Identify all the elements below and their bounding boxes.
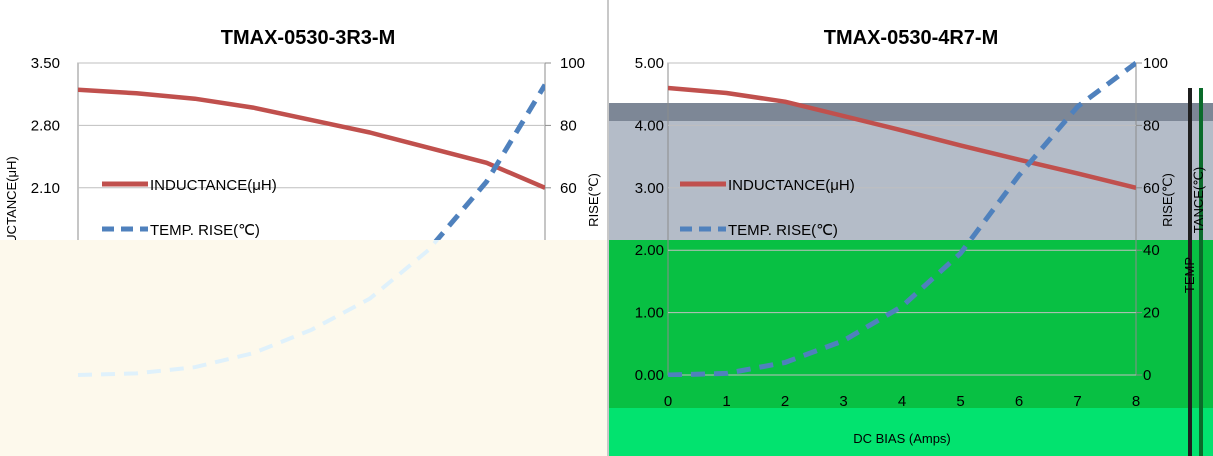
y-tick-label: 2.10 (31, 180, 60, 197)
y2-tick-label: 40 (1143, 242, 1160, 259)
y-tick-label: 2.00 (635, 242, 664, 259)
y2-axis-label: RISE(℃) (586, 173, 601, 227)
chart-panel-right: 5.00 4.00 3.00 2.00 1.00 0.00 100 80 60 40 20 0 0 1 2 3… (609, 0, 1213, 456)
y-tick-label: 4.00 (635, 117, 664, 134)
legend-label-temp: TEMP. RISE(℃) (728, 222, 838, 239)
x-tick-label: 8 (1132, 393, 1140, 410)
plot-area (667, 62, 1137, 376)
y-axis-label: TANCE(℃) (1191, 167, 1206, 233)
y2-axis-label: RISE(℃) (1160, 173, 1175, 227)
overlay-edge-bar-green (1199, 88, 1203, 456)
chart-title: TMAX-0530-3R3-M (221, 27, 395, 49)
y2-tick-label: 80 (1143, 117, 1160, 134)
y2-tick-label: 60 (560, 180, 577, 197)
y2-tick-label: 20 (1143, 305, 1160, 322)
panel-divider (607, 0, 609, 456)
y2-tick-label: 60 (1143, 180, 1160, 197)
chart-3r3: 3.502.802.101.41008060TMAX-0530-3R3-MIND… (0, 27, 609, 456)
overlay-band-green (609, 240, 1213, 408)
x-tick-label: 0 (664, 393, 672, 410)
temp-rise-line (668, 61, 1136, 377)
y-tick-label: 1.00 (635, 305, 664, 322)
y2-tick-label: 0 (1143, 367, 1151, 384)
x-tick-label: 3 (839, 393, 847, 410)
x-tick-label: 4 (898, 393, 906, 410)
x-tick-label: 2 (781, 393, 789, 410)
y-tick-label: 3.00 (635, 180, 664, 197)
chart-panel-left: 3.502.802.101.41008060TMAX-0530-3R3-MIND… (0, 27, 609, 456)
y-tick-label: 5.00 (635, 55, 664, 72)
x-axis-label: DC BIAS (Amps) (853, 431, 951, 446)
legend-label-temp: TEMP. RISE(℃) (150, 222, 260, 239)
x-tick-label: 6 (1015, 393, 1023, 410)
y2-tick-label: 100 (560, 55, 585, 72)
y-tick-label: 2.80 (31, 117, 60, 134)
y2-tick-label: 80 (560, 117, 577, 134)
legend-label-inductance: INDUCTANCE(μH) (150, 177, 277, 194)
overlay-band-gray-dark (609, 103, 1213, 121)
y2-tick-label: 100 (1143, 55, 1168, 72)
chart-4r7: 5.00 4.00 3.00 2.00 1.00 0.00 100 80 60 40 20 0 0 1 2 3… (635, 27, 1206, 446)
y-tick-label: 3.50 (31, 55, 60, 72)
x-tick-label: 1 (722, 393, 730, 410)
x-tick-label: 7 (1073, 393, 1081, 410)
overlay-edge-bar (1188, 88, 1192, 456)
x-tick-label: 5 (956, 393, 964, 410)
legend-label-inductance: INDUCTANCE(μH) (728, 177, 855, 194)
overlay-block (0, 240, 609, 456)
overlay-band-mint (609, 408, 1213, 456)
temp-rise-line-faded (77, 240, 440, 377)
y2-axis-label-extra: TEMP (1182, 257, 1197, 293)
y-tick-label: 0.00 (635, 367, 664, 384)
y-axis-label: UCTANCE(μH) (4, 156, 19, 243)
inductance-line (78, 87, 545, 190)
chart-title: TMAX-0530-4R7-M (824, 27, 998, 49)
inductance-line (668, 85, 1136, 190)
